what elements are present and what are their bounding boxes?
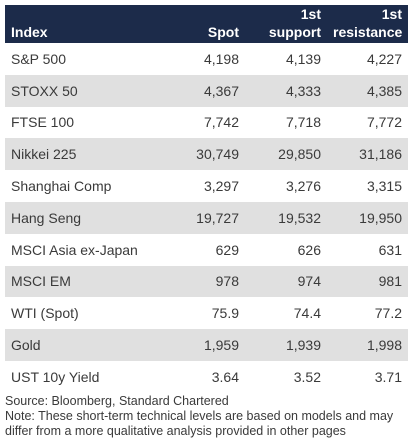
spot-value: 629	[215, 241, 239, 258]
resistance-value: 1,998	[327, 329, 408, 361]
technical-levels-figure: Index Spot 1st support 1st resistance S&P …	[5, 5, 408, 393]
spot-value: 4,198	[203, 50, 239, 67]
spot-value: 3,297	[203, 178, 239, 195]
header-support: 1st support	[245, 5, 327, 43]
spot-value: 978	[189, 265, 245, 298]
support-value: 4,333	[245, 74, 327, 107]
resistance-value: 19,950	[327, 201, 408, 234]
support-value: 1,939	[245, 329, 327, 361]
index-name: Shanghai Comp	[11, 178, 112, 195]
index-name: Nikkei 225	[5, 138, 189, 171]
support-value: 29,850	[245, 138, 327, 171]
resistance-value: 4,227	[366, 50, 402, 67]
table-footnotes: Source: Bloomberg, Standard Chartered No…	[5, 394, 408, 439]
index-name: Gold	[5, 329, 189, 361]
resistance-value: 981	[327, 265, 408, 298]
resistance-value: 631	[378, 241, 402, 258]
note-line: Note: These short-term technical levels …	[5, 409, 394, 438]
table-row: FTSE 100 7,742 7,718 7,772	[5, 107, 408, 139]
spot-value: 1,959	[189, 329, 245, 361]
spot-value: 7,742	[203, 114, 239, 131]
resistance-value: 3.71	[374, 368, 402, 385]
resistance-value: 31,186	[327, 138, 408, 171]
header-support-line1: 1st	[300, 6, 321, 22]
support-value: 74.4	[293, 305, 321, 322]
resistance-value: 4,385	[327, 74, 408, 107]
header-spot: Spot	[189, 5, 245, 43]
support-value: 974	[245, 265, 327, 298]
spot-value: 75.9	[211, 305, 239, 322]
table-row: WTI (Spot) 75.9 74.4 77.2	[5, 297, 408, 329]
spot-value: 30,749	[189, 138, 245, 171]
resistance-value: 7,772	[366, 114, 402, 131]
support-value: 19,532	[245, 201, 327, 234]
table-body: S&P 500 4,198 4,139 4,227 STOXX 50 4,367…	[5, 43, 408, 393]
technical-levels-table: Index Spot 1st support 1st resistance S&P …	[5, 5, 408, 393]
index-name: S&P 500	[11, 50, 67, 67]
table-row: S&P 500 4,198 4,139 4,227	[5, 43, 408, 75]
source-line: Source: Bloomberg, Standard Chartered	[5, 394, 229, 408]
index-name: WTI (Spot)	[11, 305, 79, 322]
support-value: 3.52	[293, 368, 321, 385]
resistance-value: 3,315	[366, 178, 402, 195]
header-index: Index	[5, 5, 189, 43]
header-support-line2: support	[268, 24, 321, 40]
table-header: Index Spot 1st support 1st resistance	[5, 5, 408, 43]
table-row: Nikkei 225 30,749 29,850 31,186	[5, 138, 408, 171]
support-value: 3,276	[285, 178, 321, 195]
index-name: Hang Seng	[5, 201, 189, 234]
header-resistance-line2: resistance	[333, 24, 403, 40]
index-name: UST 10y Yield	[11, 368, 100, 385]
table-row: Shanghai Comp 3,297 3,276 3,315	[5, 170, 408, 202]
support-value: 7,718	[285, 114, 321, 131]
table-row: STOXX 50 4,367 4,333 4,385	[5, 74, 408, 107]
header-resistance-line1: 1st	[381, 6, 402, 22]
index-name: FTSE 100	[11, 114, 75, 131]
resistance-value: 77.2	[374, 305, 402, 322]
header-resistance: 1st resistance	[327, 5, 408, 43]
spot-value: 3.64	[211, 368, 239, 385]
table-row: MSCI Asia ex-Japan 629 626 631	[5, 234, 408, 266]
support-value: 4,139	[285, 50, 321, 67]
index-name: STOXX 50	[5, 74, 189, 107]
table-row: MSCI EM 978 974 981	[5, 265, 408, 298]
spot-value: 4,367	[189, 74, 245, 107]
table-row: Hang Seng 19,727 19,532 19,950	[5, 201, 408, 234]
index-name: MSCI EM	[5, 265, 189, 298]
table-row: UST 10y Yield 3.64 3.52 3.71	[5, 361, 408, 393]
spot-value: 19,727	[189, 201, 245, 234]
header-row: Index Spot 1st support 1st resistance	[5, 5, 408, 43]
support-value: 626	[297, 241, 321, 258]
table-row: Gold 1,959 1,939 1,998	[5, 329, 408, 361]
index-name: MSCI Asia ex-Japan	[11, 241, 138, 258]
